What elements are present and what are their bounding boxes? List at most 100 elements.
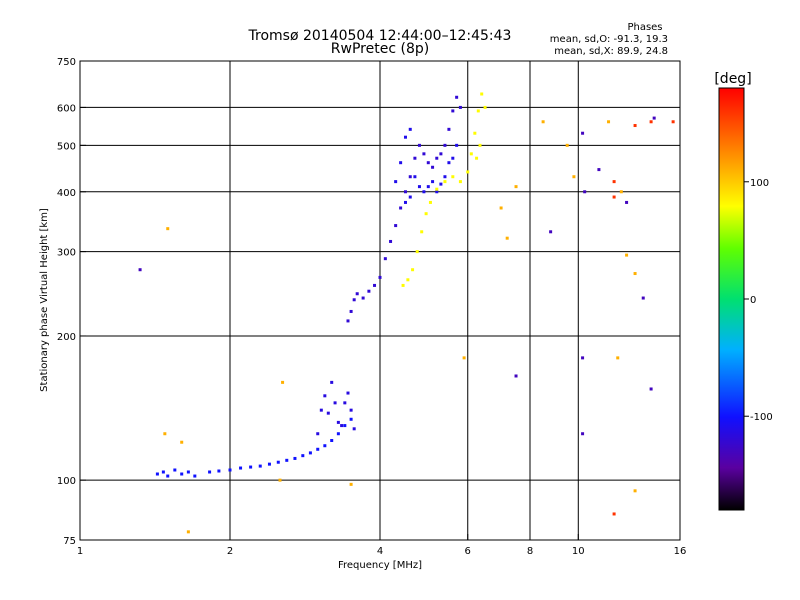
data-point	[649, 120, 653, 124]
y-tick-label: 500	[57, 141, 76, 152]
chart-subtitle: RwPretec (8p)	[331, 41, 429, 57]
data-point	[367, 289, 371, 293]
x-tick-label: 2	[227, 546, 233, 557]
data-point	[330, 380, 334, 384]
data-point	[408, 195, 412, 199]
data-point	[549, 230, 553, 234]
data-point	[455, 95, 459, 99]
data-point	[161, 470, 165, 474]
data-point	[394, 180, 398, 184]
data-point	[361, 296, 365, 300]
data-point	[208, 470, 212, 474]
data-point	[431, 165, 435, 169]
data-point	[258, 464, 262, 468]
stats-line-o: mean, sd,O: -91.3, 19.3	[550, 34, 668, 45]
data-point	[340, 424, 344, 428]
data-point	[458, 180, 462, 184]
data-point	[249, 465, 253, 469]
data-point	[349, 417, 353, 421]
data-point	[581, 131, 585, 135]
data-point	[458, 105, 462, 109]
data-point	[451, 109, 455, 113]
data-point	[451, 156, 455, 160]
stats-heading: Phases	[627, 22, 662, 33]
data-point	[475, 156, 479, 160]
data-point	[415, 250, 419, 254]
data-point	[403, 200, 407, 204]
data-point	[166, 474, 170, 478]
y-tick-label: 300	[57, 248, 76, 259]
data-point	[343, 424, 347, 428]
data-point	[424, 212, 428, 216]
data-point	[443, 175, 447, 179]
data-point	[217, 469, 221, 473]
data-point	[408, 127, 412, 131]
data-point	[514, 185, 518, 189]
data-point	[285, 458, 289, 462]
data-point	[619, 190, 623, 194]
data-point	[422, 190, 426, 194]
data-point	[349, 482, 353, 486]
y-tick-label: 100	[57, 476, 76, 487]
data-point	[443, 143, 447, 147]
data-point	[281, 380, 285, 384]
x-tick-label: 6	[465, 546, 471, 557]
y-tick-label: 600	[57, 103, 76, 114]
data-points	[138, 92, 675, 534]
data-point	[336, 420, 340, 424]
data-point	[499, 206, 503, 210]
data-point	[399, 161, 403, 165]
data-point	[505, 236, 509, 240]
data-point	[462, 356, 466, 360]
y-axis-ticks: 75 100 200 300 400 500 600 750	[57, 57, 86, 547]
data-point	[228, 468, 232, 472]
data-point	[541, 120, 545, 124]
data-point	[447, 161, 451, 165]
data-point	[411, 268, 415, 272]
data-point	[607, 120, 611, 124]
data-point	[451, 175, 455, 179]
data-point	[193, 474, 197, 478]
data-point	[394, 224, 398, 228]
data-point	[406, 278, 410, 282]
x-tick-label: 10	[572, 546, 585, 557]
data-point	[422, 152, 426, 156]
data-point	[349, 408, 353, 412]
data-point	[625, 200, 629, 204]
data-point	[625, 253, 629, 257]
stats-line-x: mean, sd,X: 89.9, 24.8	[554, 46, 668, 57]
data-point	[612, 512, 616, 516]
data-point	[333, 401, 337, 405]
x-tick-label: 8	[527, 546, 533, 557]
data-point	[581, 432, 585, 436]
data-point	[330, 439, 334, 443]
data-point	[431, 180, 435, 184]
data-point	[316, 447, 320, 451]
data-point	[316, 432, 320, 436]
y-tick-label: 750	[57, 57, 76, 68]
data-point	[469, 152, 473, 156]
y-tick-label: 200	[57, 332, 76, 343]
data-point	[336, 432, 340, 436]
colorbar	[718, 87, 745, 511]
data-point	[301, 454, 305, 458]
colorbar-label: [deg]	[714, 71, 751, 87]
data-point	[239, 466, 243, 470]
data-point	[473, 131, 477, 135]
data-point	[403, 190, 407, 194]
colorbar-tick-label: 0	[750, 295, 756, 306]
chart-title: Tromsø 20140504 12:44:00–12:45:43	[248, 28, 512, 44]
x-tick-label: 16	[674, 546, 687, 557]
y-axis-label: Stationary phase Virtual Height [km]	[39, 208, 50, 392]
data-point	[323, 394, 327, 398]
data-point	[428, 200, 432, 204]
data-point	[389, 239, 393, 243]
y-tick-label: 75	[63, 536, 76, 547]
data-point	[478, 143, 482, 147]
y-tick-label: 400	[57, 188, 76, 199]
data-point	[346, 319, 350, 323]
data-point	[649, 387, 653, 391]
data-point	[403, 135, 407, 139]
data-point	[355, 292, 359, 296]
